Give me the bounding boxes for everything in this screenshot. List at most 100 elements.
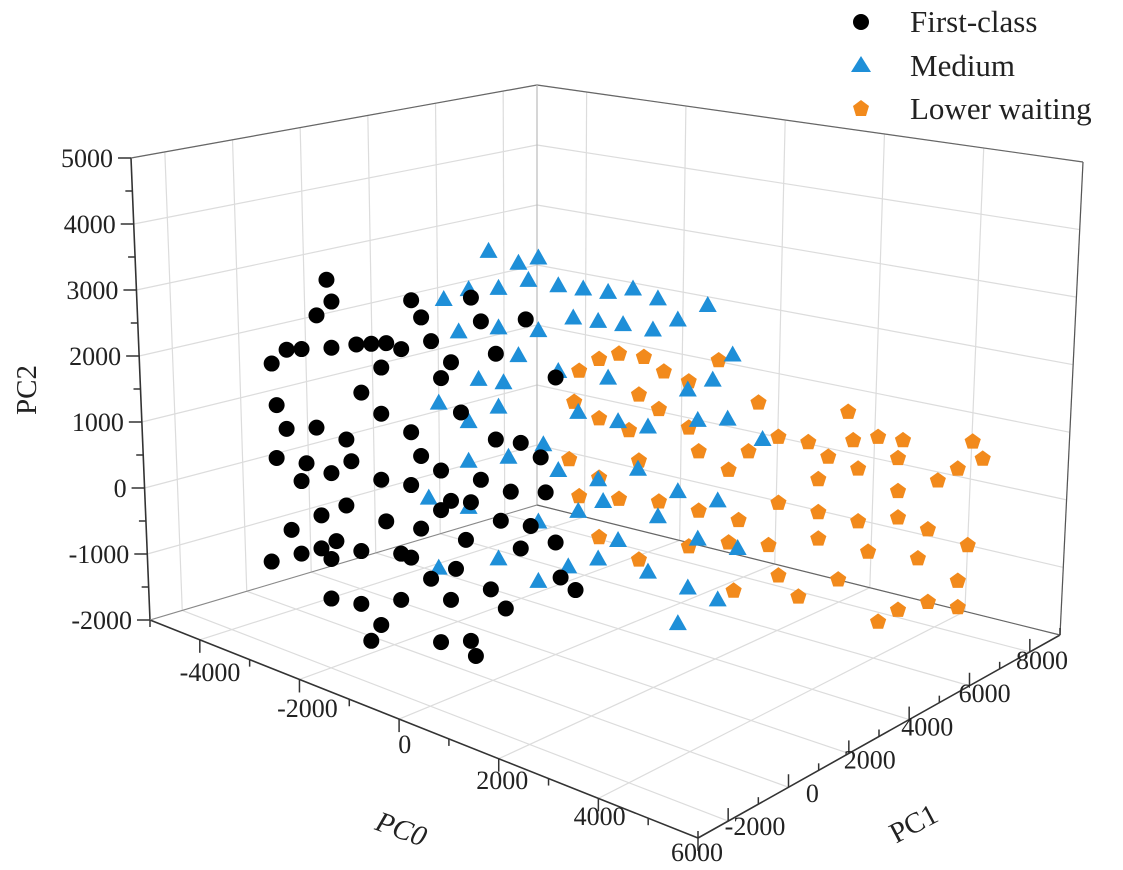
point-first-class bbox=[537, 484, 554, 501]
point-first-class bbox=[552, 569, 569, 586]
point-lower-waiting bbox=[810, 530, 827, 546]
point-lower-waiting bbox=[889, 509, 907, 525]
point-medium bbox=[688, 529, 707, 546]
point-first-class bbox=[443, 354, 460, 371]
point-first-class bbox=[443, 591, 460, 608]
point-medium bbox=[668, 310, 687, 327]
point-first-class bbox=[263, 355, 280, 372]
point-lower-waiting bbox=[740, 443, 757, 459]
point-medium bbox=[609, 412, 628, 429]
point-first-class bbox=[403, 424, 420, 441]
point-first-class bbox=[423, 570, 440, 587]
point-lower-waiting bbox=[591, 410, 608, 426]
point-first-class bbox=[532, 449, 549, 466]
point-medium bbox=[479, 241, 498, 258]
wall-gridline-z bbox=[536, 444, 1064, 569]
point-first-class bbox=[517, 311, 534, 328]
point-lower-waiting bbox=[800, 433, 817, 450]
wall-gridline-z bbox=[139, 264, 538, 357]
point-medium bbox=[429, 393, 448, 410]
point-medium bbox=[494, 373, 513, 390]
point-first-class bbox=[487, 431, 504, 448]
point-medium bbox=[549, 460, 568, 477]
box-edge bbox=[149, 504, 538, 621]
point-lower-waiting bbox=[655, 363, 672, 379]
z-tick-label: 4000 bbox=[64, 210, 116, 239]
z-tick-label: 5000 bbox=[61, 144, 113, 173]
point-medium bbox=[728, 538, 747, 555]
point-first-class bbox=[283, 521, 300, 538]
point-medium bbox=[489, 278, 508, 295]
point-medium bbox=[589, 470, 608, 487]
point-medium bbox=[509, 346, 528, 363]
point-first-class bbox=[433, 370, 450, 387]
box-edge bbox=[1059, 161, 1084, 636]
wall-gridline-y bbox=[502, 91, 506, 515]
point-medium bbox=[643, 320, 662, 337]
point-lower-waiting bbox=[850, 513, 867, 529]
point-lower-waiting bbox=[571, 487, 588, 504]
point-medium bbox=[668, 614, 687, 631]
floor-gridline-y bbox=[246, 590, 789, 788]
point-lower-waiting bbox=[840, 403, 857, 419]
point-medium bbox=[589, 549, 608, 566]
point-lower-waiting bbox=[630, 452, 647, 468]
point-first-class bbox=[487, 345, 504, 362]
point-first-class bbox=[413, 309, 430, 326]
x-tick-label: -4000 bbox=[180, 658, 241, 687]
point-first-class bbox=[353, 543, 370, 560]
floor-gridline-x bbox=[598, 610, 966, 799]
point-first-class bbox=[348, 336, 365, 353]
point-medium bbox=[429, 558, 448, 575]
point-first-class bbox=[318, 271, 335, 288]
point-first-class bbox=[278, 341, 295, 358]
point-medium bbox=[609, 530, 628, 547]
point-lower-waiting bbox=[680, 373, 697, 389]
floor-gridline-y bbox=[311, 571, 850, 754]
z-tick-label: -1000 bbox=[69, 540, 130, 569]
triangle-marker-icon bbox=[851, 56, 871, 72]
point-lower-waiting bbox=[889, 449, 907, 466]
axis-ticks: -2000 -1000 0 1000 2000 3000 4000 5000 -4000 -200… bbox=[61, 144, 1068, 867]
point-first-class bbox=[293, 341, 310, 358]
point-medium bbox=[434, 290, 453, 307]
point-medium bbox=[449, 322, 468, 339]
floor-gridline-x bbox=[398, 563, 775, 720]
point-lower-waiting bbox=[889, 482, 907, 499]
point-medium bbox=[708, 491, 727, 508]
y-tick-label: 6000 bbox=[959, 679, 1011, 708]
point-first-class bbox=[278, 420, 295, 437]
point-first-class bbox=[323, 590, 340, 607]
point-lower-waiting bbox=[750, 394, 767, 410]
point-lower-waiting bbox=[964, 433, 981, 449]
point-medium bbox=[529, 571, 548, 588]
z-tick-label: 1000 bbox=[72, 408, 124, 437]
point-medium bbox=[599, 368, 618, 385]
point-medium bbox=[624, 279, 643, 296]
y-tick-label: 2000 bbox=[844, 746, 896, 775]
point-first-class bbox=[492, 512, 509, 529]
point-first-class bbox=[363, 632, 380, 649]
x-axis-line bbox=[149, 619, 699, 839]
wall-gridline-z bbox=[536, 264, 1074, 366]
point-lower-waiting bbox=[710, 352, 727, 368]
point-lower-waiting bbox=[650, 400, 667, 417]
point-medium bbox=[688, 410, 707, 427]
point-first-class bbox=[443, 492, 460, 509]
point-medium bbox=[534, 435, 553, 452]
point-lower-waiting bbox=[929, 472, 946, 488]
point-lower-waiting bbox=[959, 536, 976, 553]
pentagon-marker-icon bbox=[853, 100, 869, 116]
point-first-class bbox=[263, 553, 280, 570]
point-first-class bbox=[462, 289, 479, 306]
point-medium bbox=[489, 397, 508, 414]
point-first-class bbox=[413, 448, 430, 465]
point-first-class bbox=[268, 397, 285, 414]
point-medium bbox=[753, 430, 772, 447]
point-lower-waiting bbox=[770, 494, 787, 510]
point-first-class bbox=[293, 545, 310, 562]
point-first-class bbox=[433, 462, 450, 479]
point-lower-waiting bbox=[610, 490, 628, 506]
point-first-class bbox=[353, 595, 370, 612]
